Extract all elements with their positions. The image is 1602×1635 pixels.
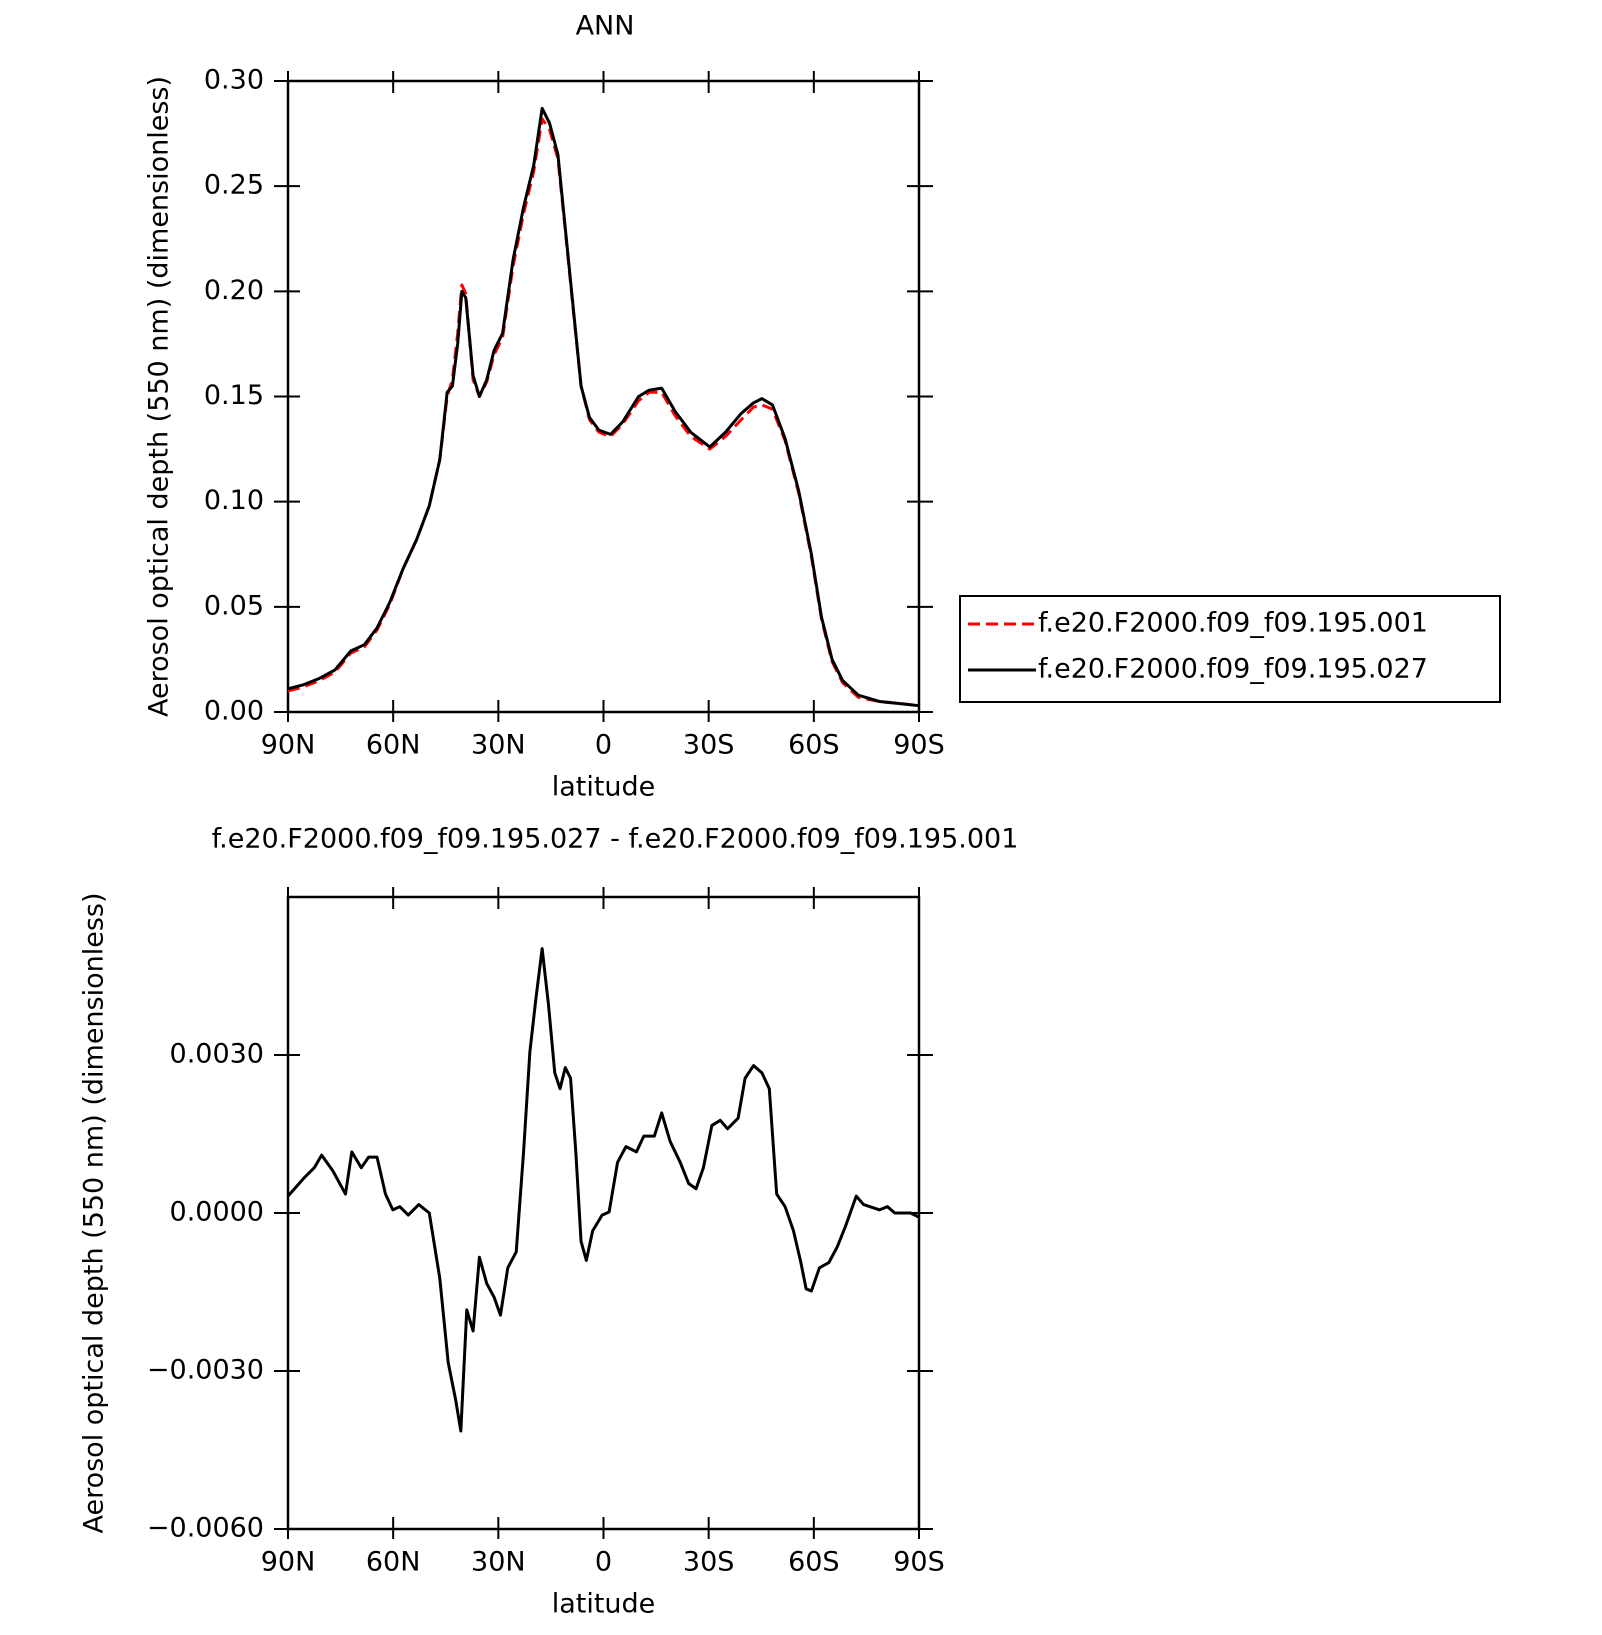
series-line bbox=[286, 947, 920, 1433]
x-tick-label: 30N bbox=[471, 1547, 526, 1578]
series-line bbox=[287, 106, 920, 708]
chart-title: f.e20.F2000.f09_f09.195.027 - f.e20.F200… bbox=[212, 824, 1019, 855]
y-tick-label: 0.20 bbox=[204, 275, 264, 306]
x-tick-label: 0 bbox=[595, 730, 612, 761]
x-tick-label: 90N bbox=[261, 1547, 316, 1578]
x-tick-label: 90S bbox=[893, 730, 945, 761]
y-tick-label: 0.25 bbox=[204, 170, 264, 201]
y-tick-label: 0.10 bbox=[204, 485, 264, 516]
legend-box bbox=[959, 595, 1501, 703]
legend-label: f.e20.F2000.f09_f09.195.001 bbox=[1038, 608, 1428, 639]
x-tick-label: 90S bbox=[893, 1547, 945, 1578]
chart-title: ANN bbox=[576, 11, 635, 42]
x-tick-label: 30N bbox=[471, 730, 526, 761]
x-tick-label: 90N bbox=[261, 730, 316, 761]
x-tick-label: 60S bbox=[788, 1547, 840, 1578]
x-tick-label: 60S bbox=[788, 730, 840, 761]
x-tick-label: 0 bbox=[595, 1547, 612, 1578]
y-tick-label: 0.15 bbox=[204, 380, 264, 411]
x-tick-label: 60N bbox=[366, 730, 421, 761]
x-tick-label: 30S bbox=[683, 1547, 735, 1578]
y-tick-label: 0.0030 bbox=[170, 1039, 264, 1070]
x-tick-label: 30S bbox=[683, 730, 735, 761]
y-axis-label: Aerosol optical depth (550 nm) (dimensio… bbox=[79, 892, 110, 1533]
y-tick-label: −0.0060 bbox=[147, 1513, 264, 1544]
y-tick-label: −0.0030 bbox=[147, 1355, 264, 1386]
y-axis-label: Aerosol optical depth (550 nm) (dimensio… bbox=[144, 76, 175, 717]
x-axis-label: latitude bbox=[552, 772, 656, 803]
legend-label: f.e20.F2000.f09_f09.195.027 bbox=[1038, 654, 1428, 685]
y-tick-label: 0.30 bbox=[204, 65, 264, 96]
y-tick-label: 0.0000 bbox=[170, 1197, 264, 1228]
x-axis-label: latitude bbox=[552, 1589, 656, 1620]
y-tick-label: 0.05 bbox=[204, 590, 264, 621]
x-tick-label: 60N bbox=[366, 1547, 421, 1578]
y-tick-label: 0.00 bbox=[204, 696, 264, 727]
